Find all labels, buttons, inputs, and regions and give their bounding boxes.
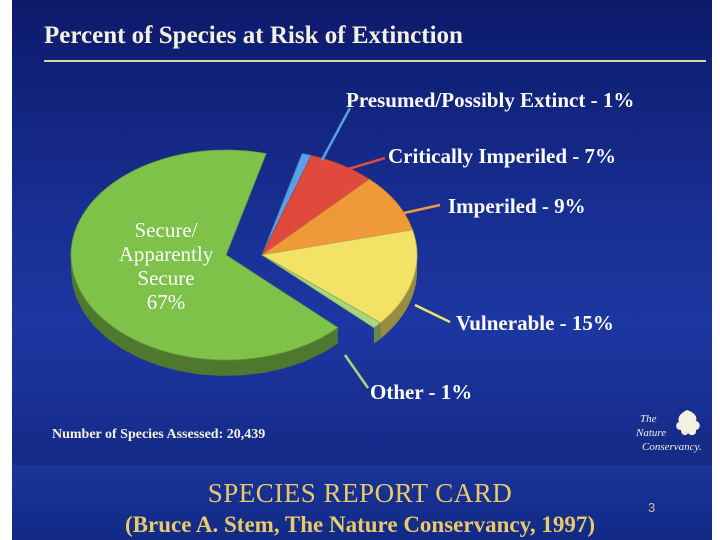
logo-line-3: Conservancy. — [642, 441, 702, 453]
slice-vulnerable-leader-line — [414, 303, 451, 324]
slice-other-side — [373, 322, 381, 344]
vulnerable-name: Vulnerable — [456, 311, 555, 335]
slice-label-secure: Secure/ Apparently Secure 67% — [106, 218, 226, 314]
other-name: Other — [370, 380, 424, 404]
slice-secure-side — [71, 254, 338, 376]
critical-pct: 7% — [584, 144, 617, 168]
imperiled-pct: 9% — [554, 194, 586, 218]
slice-vulnerable-side — [380, 252, 417, 339]
imperiled-name: Imperiled — [448, 194, 537, 218]
other-pct: 1% — [440, 380, 473, 404]
secure-line-2: Apparently — [118, 242, 214, 266]
slice-label-imperiled: Imperiled - 9% — [448, 194, 586, 218]
slice-critical-leader-line — [344, 156, 386, 172]
extinct-pct: 1% — [602, 88, 635, 112]
page-number: 3 — [648, 500, 656, 515]
extinct-name: Presumed/Possibly Extinct — [346, 88, 586, 112]
critical-name: Critically Imperiled — [388, 144, 568, 168]
footer-citation: (Bruce A. Stem, The Nature Conservancy, … — [125, 512, 595, 537]
slice-secure — [70, 149, 339, 361]
chart-title: Percent of Species at Risk of Extinction — [44, 22, 463, 49]
title-underline — [44, 60, 706, 62]
slice-imperiled-leader-line — [394, 203, 441, 217]
slice-label-other: Other - 1% — [370, 380, 473, 404]
slice-extinct-leader-line — [320, 107, 352, 161]
logo-line-1: The — [640, 413, 657, 425]
species-count-note: Number of Species Assessed: 20,439 — [52, 427, 266, 442]
nature-conservancy-logo: The Nature Conservancy. — [632, 408, 706, 460]
logo-line-2: Nature — [636, 427, 667, 439]
footer-title: SPECIES REPORT CARD — [207, 478, 513, 508]
slice-label-vulnerable: Vulnerable - 15% — [456, 311, 614, 335]
slice-other — [261, 254, 382, 329]
slice-label-extinct: Presumed/Possibly Extinct - 1% — [346, 88, 635, 112]
secure-line-1: Secure/ — [134, 218, 198, 242]
slice-vulnerable — [260, 229, 418, 324]
secure-line-4: 67% — [146, 290, 186, 314]
slice-other-leader-line — [343, 354, 370, 389]
slice-label-critical: Critically Imperiled - 7% — [388, 144, 617, 168]
slide-footer-band — [12, 465, 712, 540]
oak-leaf-icon — [676, 410, 700, 436]
vulnerable-pct: 15% — [571, 311, 614, 335]
secure-line-3: Secure — [137, 266, 195, 290]
